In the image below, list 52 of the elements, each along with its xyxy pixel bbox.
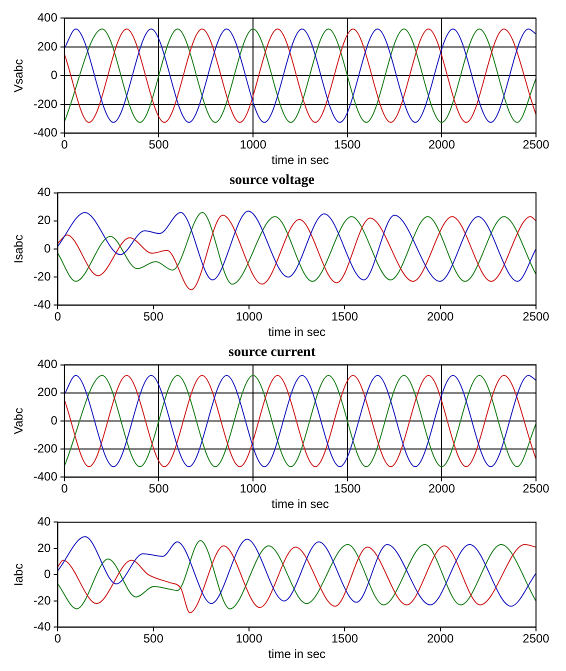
- y-tick-label: -200: [33, 441, 58, 456]
- x-tick-label: 500: [148, 482, 170, 496]
- y-tick-label: 0: [44, 567, 52, 582]
- x-tick-label: 2000: [428, 482, 456, 496]
- x-tick-label: 500: [143, 310, 164, 324]
- y-tick-label: -40: [33, 620, 52, 634]
- y-tick-label: -400: [33, 126, 58, 140]
- y-tick-label: 40: [37, 514, 52, 529]
- x-axis-title: time in sec: [272, 497, 329, 512]
- y-tick-label: 200: [37, 385, 58, 400]
- x-tick-label: 1500: [334, 482, 362, 496]
- y-tick-label: -400: [33, 470, 58, 484]
- y-tick-label: 0: [50, 68, 58, 82]
- y-tick-label: -40: [33, 298, 52, 312]
- x-tick-label: 1500: [334, 138, 362, 152]
- chart-title: source voltage: [230, 173, 314, 188]
- y-tick-label: -200: [33, 96, 58, 111]
- x-axis-title: time in sec: [268, 647, 326, 662]
- y-tick-label: 20: [37, 213, 52, 228]
- y-tick-label: 200: [37, 39, 58, 54]
- x-tick-label: 1500: [331, 310, 358, 324]
- y-tick-label: 0: [44, 241, 52, 256]
- y-tick-label: 400: [37, 357, 58, 372]
- x-axis-title: time in sec: [268, 325, 326, 340]
- y-tick-label: 0: [50, 413, 58, 428]
- x-tick-label: 2500: [522, 482, 550, 496]
- x-tick-label: 1000: [236, 310, 263, 324]
- x-axis-title: time in sec: [272, 153, 329, 168]
- x-tick-label: 0: [61, 138, 68, 152]
- y-axis-title: Iabc: [12, 563, 26, 586]
- x-tick-label: 500: [143, 632, 164, 646]
- y-tick-label: -20: [33, 269, 52, 284]
- chart-title: source current: [228, 345, 316, 360]
- x-tick-label: 2500: [522, 310, 550, 324]
- x-tick-label: 2000: [426, 632, 454, 646]
- x-tick-label: 1000: [236, 632, 263, 646]
- x-tick-label: 1000: [240, 482, 267, 496]
- y-axis-title: Vsabc: [12, 59, 26, 92]
- y-axis-title: Vabc: [12, 408, 26, 434]
- y-tick-label: 20: [37, 540, 52, 555]
- y-tick-label: -20: [33, 593, 52, 608]
- x-tick-label: 1500: [331, 632, 358, 646]
- x-tick-label: 1000: [240, 138, 267, 152]
- x-tick-label: 500: [148, 138, 170, 152]
- x-tick-label: 2000: [428, 138, 456, 152]
- x-tick-label: 2500: [522, 632, 550, 646]
- y-tick-label: 40: [37, 185, 52, 200]
- x-tick-label: 2500: [522, 138, 550, 152]
- y-tick-label: 400: [37, 10, 58, 25]
- y-axis-title: Isabc: [12, 234, 26, 264]
- x-tick-label: 2000: [426, 310, 454, 324]
- x-tick-label: 0: [61, 482, 68, 496]
